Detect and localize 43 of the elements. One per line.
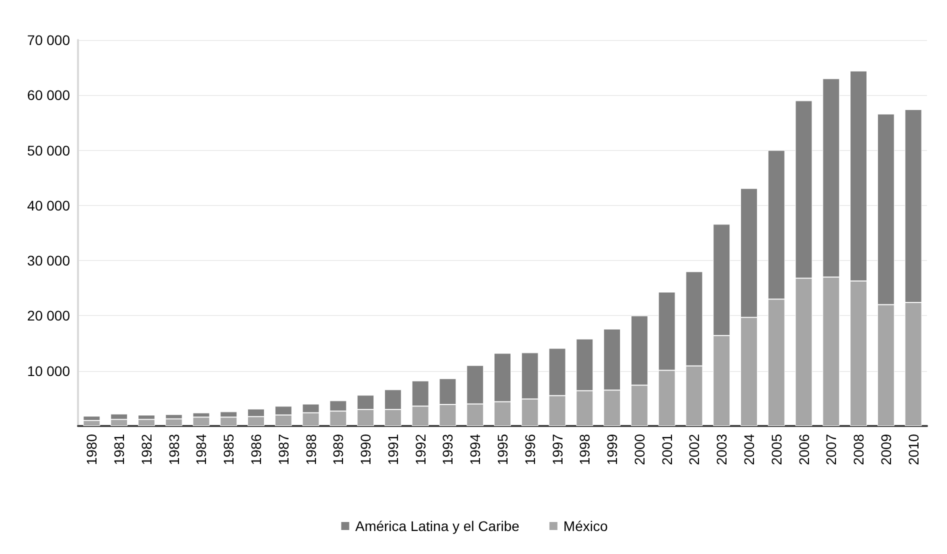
x-tick-label: 1984 [193, 434, 210, 466]
x-tick-label: 2008 [850, 434, 867, 466]
x-tick-label: 1982 [138, 434, 154, 466]
bar [83, 420, 100, 426]
x-tick-label: 2004 [740, 434, 757, 466]
x-tick-label: 1994 [467, 434, 484, 466]
y-tick-label: 20 000 [27, 308, 70, 324]
x-tick-label: 1985 [220, 434, 237, 466]
x-tick-label: 1987 [275, 434, 292, 466]
x-tick-label: 1990 [358, 434, 374, 466]
x-tick-label: 1991 [384, 434, 401, 466]
y-tick-label: 10 000 [27, 362, 70, 379]
bar [165, 418, 182, 426]
x-tick-label: 1981 [111, 434, 128, 466]
y-tick-label: 70 000 [27, 32, 70, 48]
bar [138, 419, 155, 426]
x-tick-label: 2009 [878, 434, 894, 466]
x-tick-label: 1998 [576, 434, 593, 466]
x-tick-label: 1999 [604, 434, 620, 466]
x-tick-label: 1983 [166, 434, 182, 466]
y-tick-label: 40 000 [27, 197, 70, 214]
x-tick-label: 1992 [412, 434, 428, 466]
x-tick-label: 2005 [768, 434, 784, 466]
x-tick-label: 2003 [714, 434, 730, 466]
y-tick-label: 50 000 [27, 142, 70, 158]
x-tick-label: 1988 [302, 434, 319, 466]
x-tick-label: 1986 [248, 434, 264, 466]
x-tick-label: 2010 [905, 434, 922, 466]
y-tick-label: 30 000 [27, 252, 70, 269]
x-tick-label: 1993 [440, 434, 456, 466]
x-tick-label: 1996 [522, 434, 538, 466]
x-tick-label: 2007 [823, 434, 840, 466]
x-tick-label: 1997 [549, 434, 566, 466]
x-tick-label: 1995 [494, 434, 510, 466]
x-tick-label: 2002 [686, 434, 702, 466]
x-tick-label: 1989 [330, 434, 346, 466]
x-tick-label: 2000 [631, 434, 648, 466]
x-tick-label: 2001 [658, 434, 675, 466]
x-tick-label: 2006 [796, 434, 812, 466]
legend-label: América Latina y el Caribe [355, 518, 520, 534]
x-tick-label: 1980 [84, 434, 100, 466]
legend-label: México [563, 518, 608, 534]
y-tick-label: 60 000 [27, 87, 70, 104]
